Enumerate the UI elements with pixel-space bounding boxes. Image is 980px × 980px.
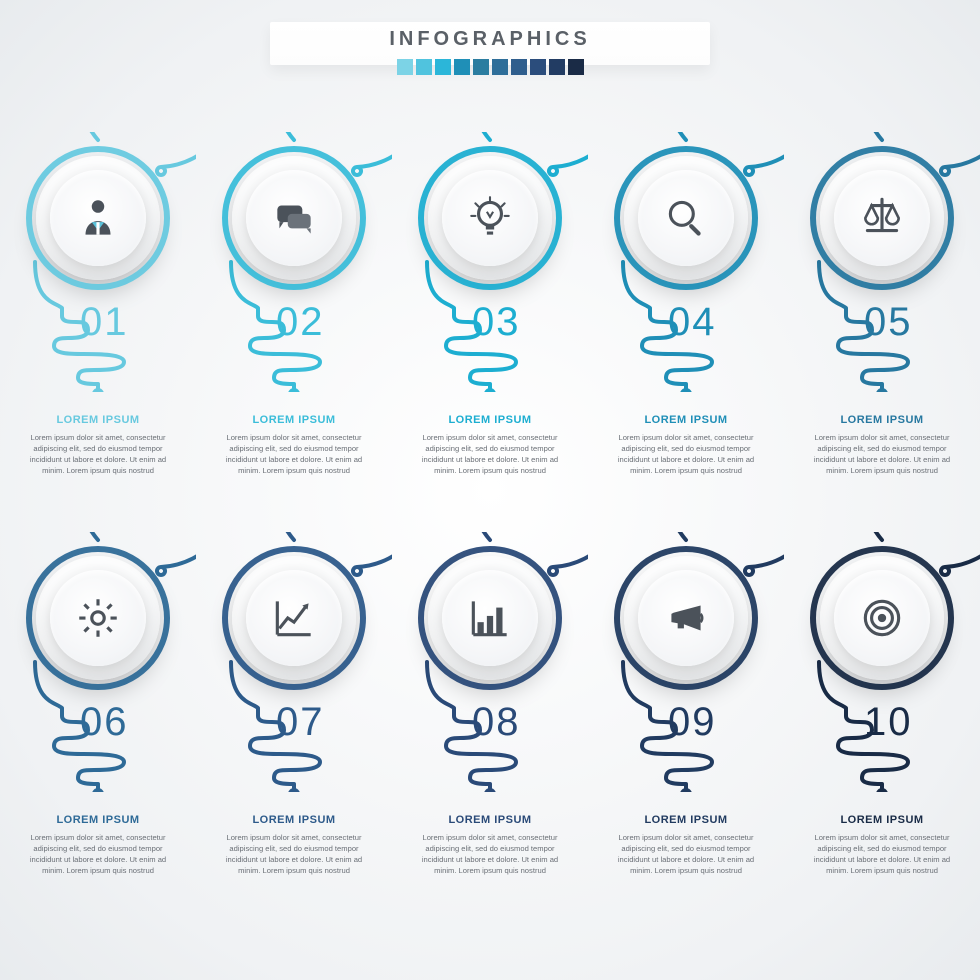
item-title: LOREM IPSUM: [804, 814, 960, 826]
item-title: LOREM IPSUM: [20, 414, 176, 426]
infographic-item: 07 LOREM IPSUM Lorem ipsum dolor sit amet,…: [196, 532, 392, 932]
step-number: 10: [864, 700, 913, 745]
step-number: 03: [472, 300, 521, 345]
medallion: [624, 556, 748, 680]
item-text: LOREM IPSUM Lorem ipsum dolor sit amet, c…: [412, 814, 568, 876]
item-body: Lorem ipsum dolor sit amet, consectetur …: [608, 432, 764, 476]
item-title: LOREM IPSUM: [412, 414, 568, 426]
item-title: LOREM IPSUM: [608, 414, 764, 426]
item-body: Lorem ipsum dolor sit amet, consectetur …: [412, 432, 568, 476]
step-number: 09: [668, 700, 717, 745]
item-body: Lorem ipsum dolor sit amet, consectetur …: [20, 832, 176, 876]
chat-icon: [232, 156, 356, 280]
person-icon: [36, 156, 160, 280]
medallion: [820, 156, 944, 280]
infographic-item: 02 LOREM IPSUM Lorem ipsum dolor sit amet,…: [196, 132, 392, 532]
infographic-item: 09 LOREM IPSUM Lorem ipsum dolor sit amet,…: [588, 532, 784, 932]
linechart-icon: [232, 556, 356, 680]
swatch: [511, 59, 527, 75]
megaphone-icon: [624, 556, 748, 680]
infographic-item: 06 LOREM IPSUM Lorem ipsum dolor sit amet,…: [0, 532, 196, 932]
step-number: 05: [864, 300, 913, 345]
swatch: [416, 59, 432, 75]
item-text: LOREM IPSUM Lorem ipsum dolor sit amet, c…: [804, 414, 960, 476]
item-body: Lorem ipsum dolor sit amet, consectetur …: [804, 832, 960, 876]
infographic-item: 10 LOREM IPSUM Lorem ipsum dolor sit amet,…: [784, 532, 980, 932]
infographic-grid: 01 LOREM IPSUM Lorem ipsum dolor sit amet,…: [0, 132, 980, 932]
item-text: LOREM IPSUM Lorem ipsum dolor sit amet, c…: [216, 814, 372, 876]
item-text: LOREM IPSUM Lorem ipsum dolor sit amet, c…: [412, 414, 568, 476]
item-body: Lorem ipsum dolor sit amet, consectetur …: [216, 832, 372, 876]
step-number: 01: [80, 300, 129, 345]
barchart-icon: [428, 556, 552, 680]
swatch: [435, 59, 451, 75]
item-body: Lorem ipsum dolor sit amet, consectetur …: [412, 832, 568, 876]
header: INFOGRAPHICS: [310, 28, 670, 75]
infographic-item: 01 LOREM IPSUM Lorem ipsum dolor sit amet,…: [0, 132, 196, 532]
item-text: LOREM IPSUM Lorem ipsum dolor sit amet, c…: [804, 814, 960, 876]
swatch: [549, 59, 565, 75]
item-text: LOREM IPSUM Lorem ipsum dolor sit amet, c…: [216, 414, 372, 476]
infographic-item: 05 LOREM IPSUM Lorem ipsum dolor sit amet,…: [784, 132, 980, 532]
item-body: Lorem ipsum dolor sit amet, consectetur …: [804, 432, 960, 476]
item-title: LOREM IPSUM: [20, 814, 176, 826]
swatch: [454, 59, 470, 75]
item-title: LOREM IPSUM: [804, 414, 960, 426]
item-title: LOREM IPSUM: [608, 814, 764, 826]
scales-icon: [820, 156, 944, 280]
item-body: Lorem ipsum dolor sit amet, consectetur …: [608, 832, 764, 876]
medallion: [428, 156, 552, 280]
bulb-icon: [428, 156, 552, 280]
item-text: LOREM IPSUM Lorem ipsum dolor sit amet, c…: [608, 414, 764, 476]
medallion: [36, 556, 160, 680]
step-number: 02: [276, 300, 325, 345]
item-title: LOREM IPSUM: [216, 814, 372, 826]
item-text: LOREM IPSUM Lorem ipsum dolor sit amet, c…: [20, 814, 176, 876]
swatch: [473, 59, 489, 75]
item-title: LOREM IPSUM: [216, 414, 372, 426]
medallion: [232, 156, 356, 280]
item-text: LOREM IPSUM Lorem ipsum dolor sit amet, c…: [20, 414, 176, 476]
infographic-item: 03 LOREM IPSUM Lorem ipsum dolor sit amet,…: [392, 132, 588, 532]
item-body: Lorem ipsum dolor sit amet, consectetur …: [20, 432, 176, 476]
step-number: 04: [668, 300, 717, 345]
swatch: [568, 59, 584, 75]
step-number: 06: [80, 700, 129, 745]
infographic-item: 04 LOREM IPSUM Lorem ipsum dolor sit amet,…: [588, 132, 784, 532]
step-number: 08: [472, 700, 521, 745]
medallion: [232, 556, 356, 680]
medallion: [820, 556, 944, 680]
infographic-item: 08 LOREM IPSUM Lorem ipsum dolor sit amet,…: [392, 532, 588, 932]
swatch: [530, 59, 546, 75]
target-icon: [820, 556, 944, 680]
swatch: [492, 59, 508, 75]
step-number: 07: [276, 700, 325, 745]
medallion: [36, 156, 160, 280]
color-swatches: [310, 59, 670, 75]
medallion: [624, 156, 748, 280]
page-title: INFOGRAPHICS: [310, 28, 670, 51]
search-icon: [624, 156, 748, 280]
gear-icon: [36, 556, 160, 680]
item-text: LOREM IPSUM Lorem ipsum dolor sit amet, c…: [608, 814, 764, 876]
medallion: [428, 556, 552, 680]
item-body: Lorem ipsum dolor sit amet, consectetur …: [216, 432, 372, 476]
swatch: [397, 59, 413, 75]
item-title: LOREM IPSUM: [412, 814, 568, 826]
